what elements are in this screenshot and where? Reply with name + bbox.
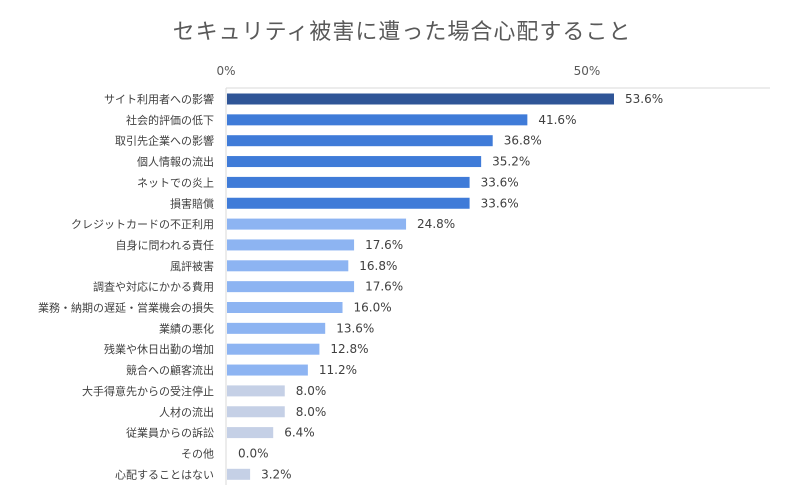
chart-title: セキュリティ被害に遭った場合心配すること [172,20,632,45]
data-label: 33.6% [481,175,519,189]
bar [227,302,343,313]
bar [227,322,326,334]
bar [227,427,274,439]
category-label: 心配することはない [115,468,214,481]
bar [227,385,285,397]
category-label: 競合への顧客流出 [126,363,214,377]
category-label: 損害賠償 [170,196,214,210]
bar [227,218,407,230]
bar [227,364,308,376]
category-label: 自身に問われる責任 [116,238,214,252]
bar [227,260,349,272]
category-label: 大手得意先からの受注停止 [82,384,214,398]
bar [227,239,355,251]
category-label: ネットでの炎上 [137,176,214,189]
category-label: サイト利用者への影響 [104,92,214,106]
category-label: クレジットカードの不正利用 [71,218,214,231]
data-label: 3.2% [261,467,292,481]
category-label: 業務・納期の遅延・営業機会の損失 [38,301,214,315]
category-label: 個人情報の流出 [137,155,214,169]
data-label: 0.0% [238,446,269,460]
bar [227,156,482,168]
x-tick-label: 0% [216,64,235,78]
category-label: 風評被害 [170,259,214,273]
bar [227,468,251,480]
data-label: 41.6% [538,113,576,127]
x-tick-label: 50% [574,64,601,78]
category-label: 業績の悪化 [159,321,214,335]
data-label: 8.0% [296,405,327,419]
data-label: 13.6% [336,321,374,335]
data-label: 16.8% [359,259,397,273]
data-label: 36.8% [504,134,542,148]
category-label: 調査や対応にかかる費用 [93,280,214,294]
data-label: 24.8% [417,217,455,231]
data-label: 33.6% [481,196,519,210]
bar [227,281,355,293]
bar [227,406,285,418]
data-label: 16.0% [354,301,392,315]
category-label: 従業員からの訴訟 [126,426,214,440]
category-label: その他 [181,447,214,460]
data-label: 17.6% [365,238,403,252]
data-label: 53.6% [625,92,663,106]
data-label: 8.0% [296,384,327,398]
bar [227,93,614,105]
category-label: 人材の流出 [159,405,214,419]
data-label: 17.6% [365,280,403,294]
category-label: 残業や休日出勤の増加 [104,342,214,356]
bar [227,197,470,209]
bar [227,176,470,188]
data-label: 12.8% [330,342,368,356]
bar [227,343,320,355]
data-label: 6.4% [284,426,315,440]
data-label: 35.2% [492,155,530,169]
category-label: 社会的評価の低下 [126,113,214,127]
category-label: 取引先企業への影響 [115,134,214,148]
data-label: 11.2% [319,363,357,377]
bar [227,114,528,126]
bar [227,135,493,147]
